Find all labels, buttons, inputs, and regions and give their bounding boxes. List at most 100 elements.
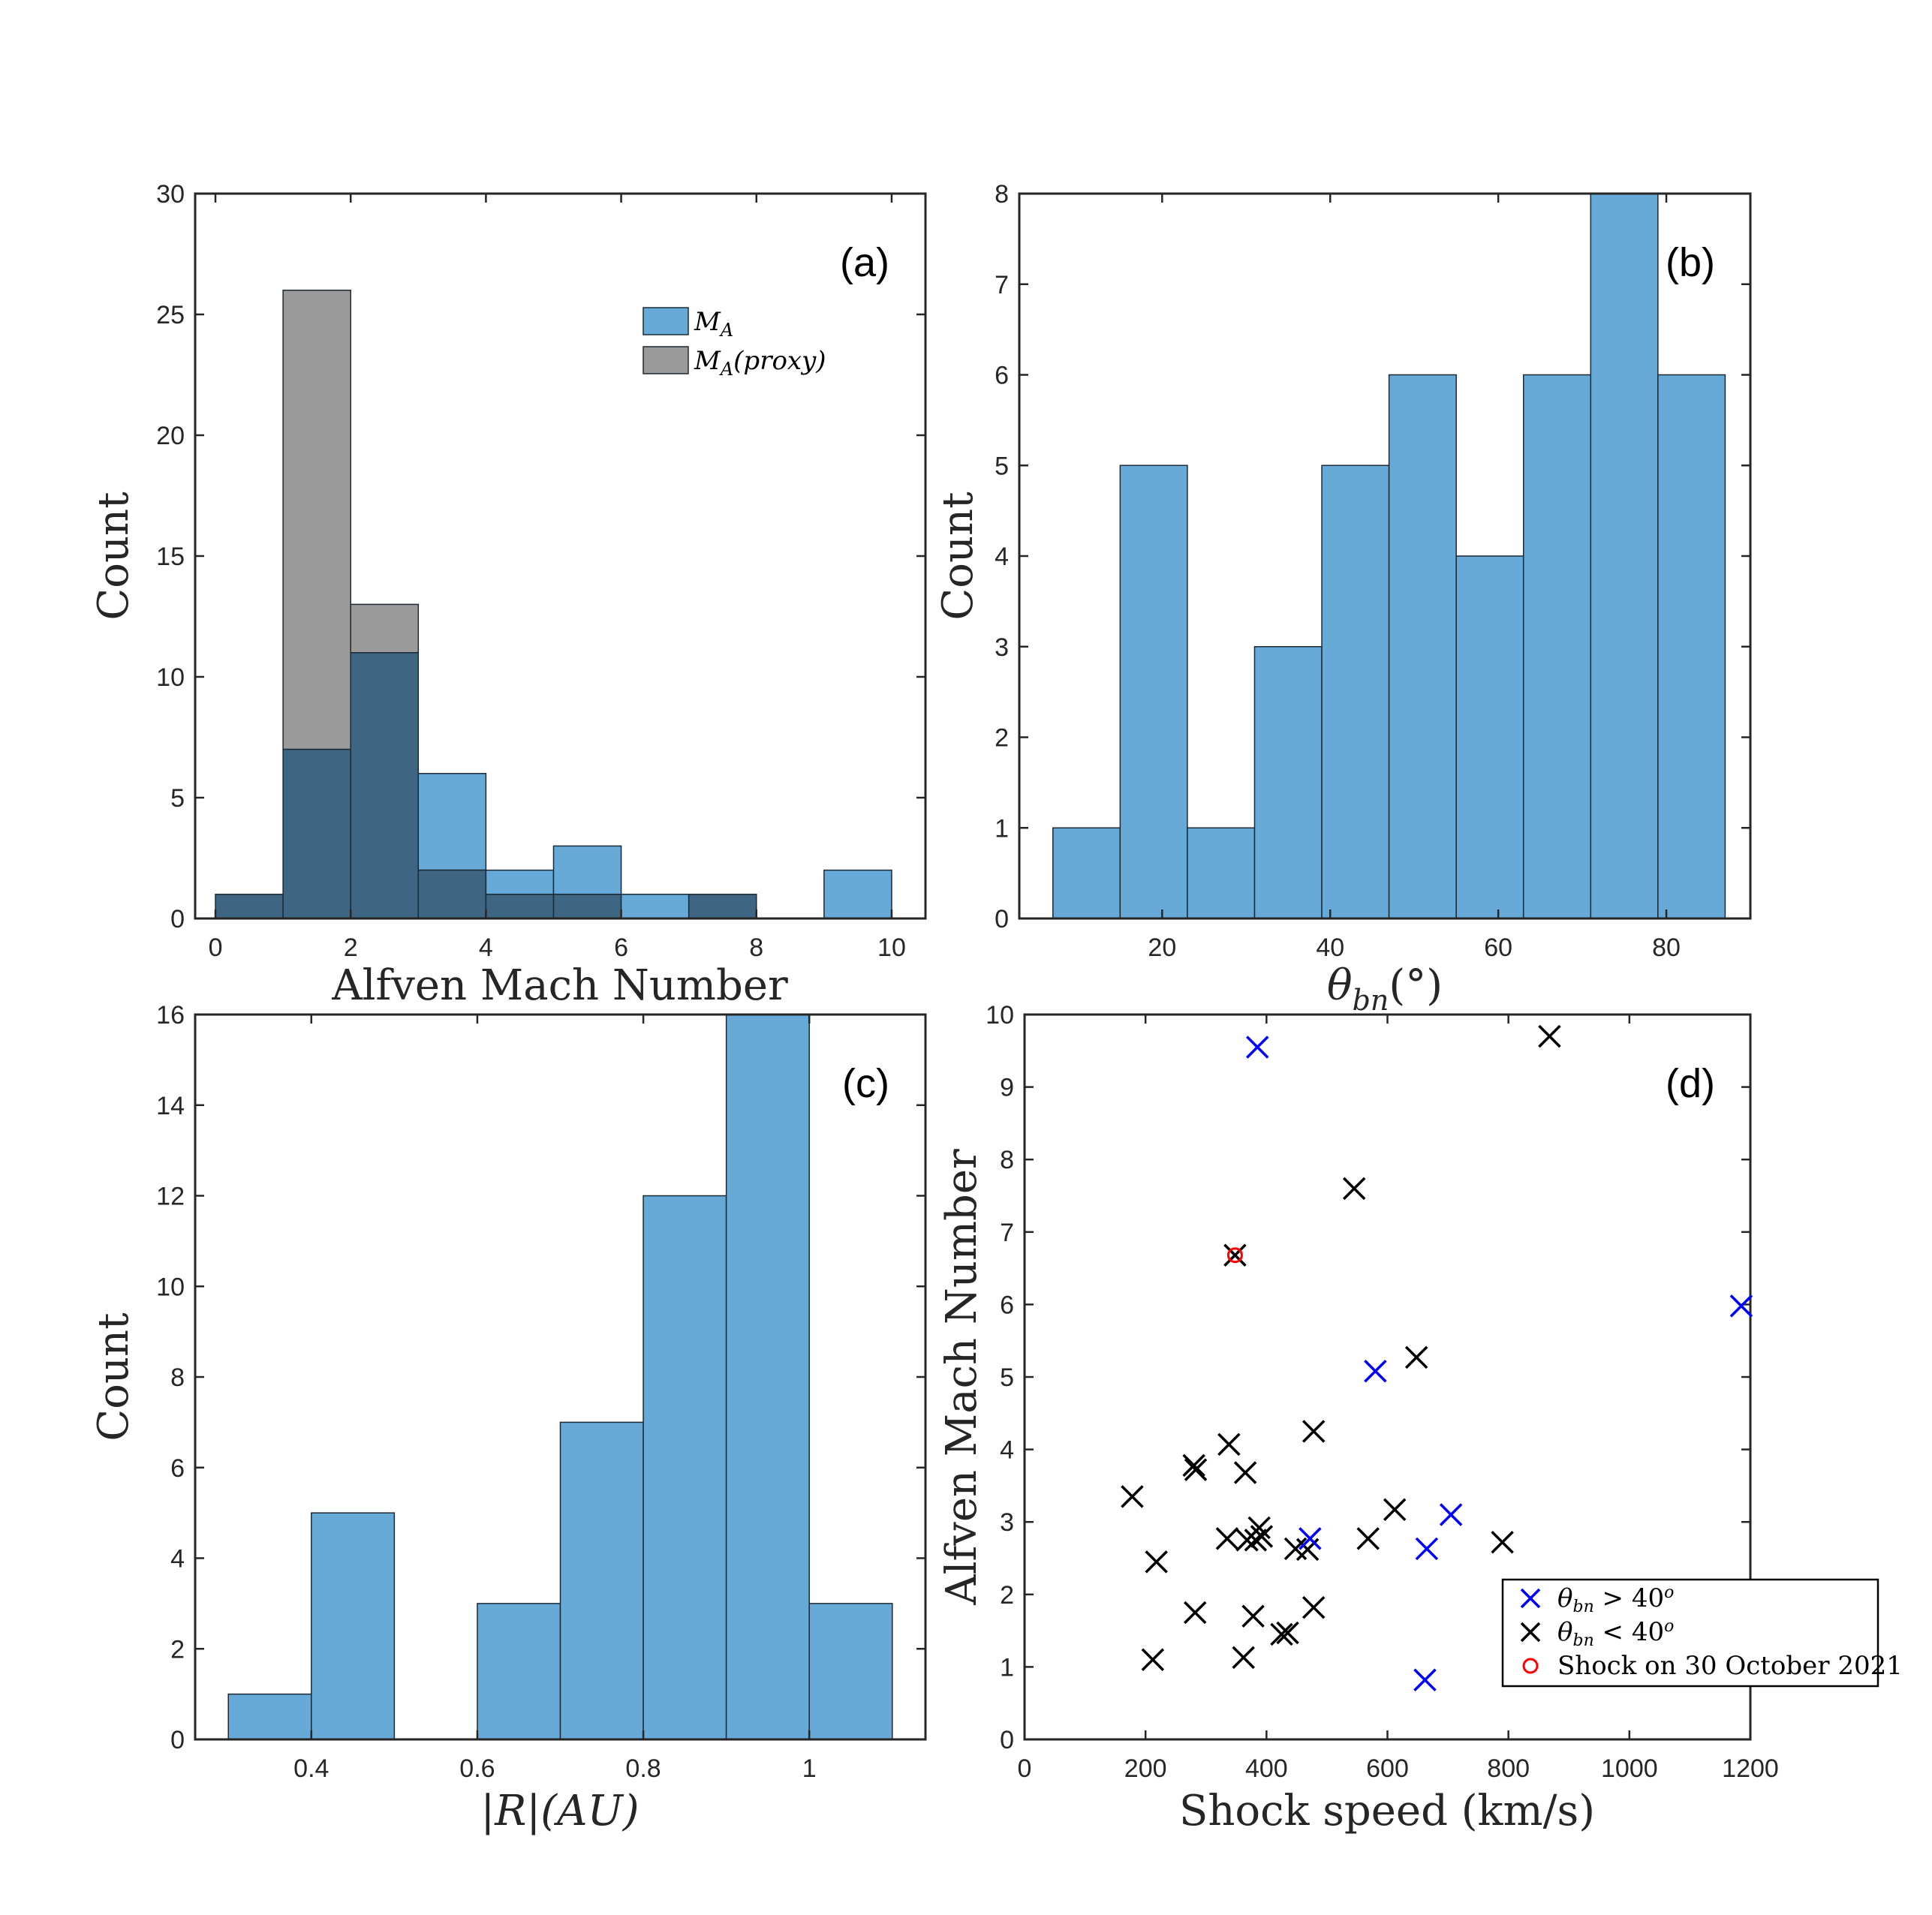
panel-a-bars <box>215 290 892 919</box>
y-tick-label: 3 <box>1000 1508 1014 1537</box>
y-tick-label: 9 <box>1000 1074 1014 1102</box>
x-tick-label: 1 <box>802 1754 817 1783</box>
y-tick-label: 4 <box>1000 1436 1014 1465</box>
panel-a-label: (a) <box>840 240 889 285</box>
panel-c-ylabel: Count <box>89 1312 138 1442</box>
panel-d-label: (d) <box>1666 1061 1715 1106</box>
y-tick-label: 0 <box>170 1726 185 1754</box>
x-tick-label: 2 <box>344 933 358 962</box>
scatter-point-black <box>1241 1604 1265 1628</box>
x-tick-label: 1200 <box>1722 1754 1779 1783</box>
scatter-point-black <box>1121 1485 1144 1508</box>
y-tick-label: 6 <box>1000 1291 1014 1319</box>
x-tick-label: 800 <box>1487 1754 1530 1783</box>
histogram-bar <box>282 290 351 750</box>
histogram-bar-overlap <box>350 652 420 919</box>
y-tick-label: 16 <box>156 1001 185 1030</box>
y-tick-label: 7 <box>995 271 1009 299</box>
scatter-point-black <box>1223 1243 1247 1267</box>
x-tick-label: 600 <box>1366 1754 1409 1783</box>
histogram-bar <box>552 845 622 895</box>
y-tick-label: 6 <box>170 1454 185 1483</box>
legend-label-theta-gt: θbn > 40o <box>1557 1583 1674 1616</box>
panel-a-legend: MA MA(proxy) <box>642 307 826 380</box>
scatter-point-black <box>1145 1550 1168 1574</box>
legend-marker-black-x <box>1520 1622 1541 1643</box>
scatter-point-black <box>1383 1498 1407 1522</box>
scatter-point-black <box>1182 1454 1205 1478</box>
panel-c-label: (c) <box>842 1061 889 1106</box>
scatter-point-black <box>1276 1621 1299 1645</box>
y-tick-label: 2 <box>995 724 1009 753</box>
histogram-bar-overlap <box>688 894 757 919</box>
y-tick-label: 0 <box>170 905 185 933</box>
panel-b-ylabel: Count <box>934 492 983 621</box>
y-tick-label: 4 <box>995 543 1009 571</box>
panel-d-scatter: 0 200 400 600 800 1000 1200 0 1 2 3 4 5 6 7 8 9 10 Shock … <box>937 1001 1903 1835</box>
histogram-bar <box>1321 464 1390 919</box>
histogram-bar <box>1590 193 1659 919</box>
y-tick-label: 30 <box>156 180 185 209</box>
x-tick-label: 1000 <box>1601 1754 1658 1783</box>
scatter-point-blue <box>1246 1036 1269 1059</box>
x-tick-label: 0.8 <box>625 1754 661 1783</box>
scatter-point-black <box>1250 1525 1274 1548</box>
x-tick-label: 6 <box>614 933 628 962</box>
histogram-bar <box>620 894 690 919</box>
legend-label-ma: MA <box>694 307 733 341</box>
scatter-point-black <box>1244 1529 1268 1552</box>
scatter-point-blue <box>1364 1360 1387 1383</box>
histogram-bar <box>227 1693 312 1740</box>
panel-a-xlabel: Alfven Mach Number <box>331 961 788 1010</box>
y-tick-label: 3 <box>995 633 1009 662</box>
legend-x-blue <box>1520 1588 1541 1609</box>
y-tick-label: 8 <box>995 180 1009 209</box>
panel-b-ticks: 20 40 60 80 0 1 2 3 4 5 6 7 8 <box>995 180 1750 962</box>
panel-b-bars <box>1052 193 1726 919</box>
y-tick-label: 10 <box>986 1001 1014 1030</box>
panel-b-xlabel: θbn(°) <box>1327 961 1443 1017</box>
panel-a-ticks: 0 2 4 6 8 10 0 5 10 15 20 25 30 <box>156 180 925 962</box>
scatter-point-blue <box>1415 1537 1439 1561</box>
y-tick-label: 12 <box>156 1183 185 1211</box>
y-tick-label: 10 <box>156 663 185 692</box>
y-tick-label: 1 <box>1000 1653 1014 1682</box>
panel-d-points <box>1121 1024 1753 1692</box>
x-tick-label: 0.6 <box>459 1754 495 1783</box>
histogram-bar <box>559 1421 644 1740</box>
histogram-bar <box>311 1512 396 1740</box>
y-tick-label: 14 <box>156 1092 185 1120</box>
x-tick-label: 400 <box>1245 1754 1288 1783</box>
scatter-point-black <box>1184 1601 1207 1625</box>
legend-x-black <box>1520 1622 1541 1643</box>
histogram-bar-overlap <box>282 748 351 919</box>
histogram-bar <box>1657 374 1726 919</box>
histogram-bar <box>1455 555 1524 919</box>
scatter-point-black <box>1235 1529 1259 1552</box>
legend-label-ma-proxy: MA(proxy) <box>694 346 826 380</box>
x-tick-label: 0 <box>1018 1754 1032 1783</box>
panel-a-histogram: 0 2 4 6 8 10 0 5 10 15 20 25 30 Alfven Mach Number C… <box>89 180 927 1010</box>
y-tick-label: 10 <box>156 1273 185 1301</box>
histogram-bar <box>725 1014 810 1740</box>
scatter-point-black <box>1232 1646 1255 1670</box>
x-tick-label: 0 <box>209 933 223 962</box>
histogram-bar <box>823 869 892 919</box>
scatter-point-black <box>1302 1595 1326 1619</box>
histogram-bar-overlap <box>485 894 555 919</box>
histogram-bar <box>477 1603 561 1740</box>
panel-d-ylabel: Alfven Mach Number <box>937 1149 986 1606</box>
panel-d-xlabel: Shock speed (km/s) <box>1179 1787 1595 1835</box>
y-tick-label: 4 <box>170 1545 185 1574</box>
y-tick-label: 5 <box>995 452 1009 480</box>
y-tick-label: 2 <box>170 1635 185 1664</box>
y-tick-label: 7 <box>1000 1219 1014 1247</box>
y-tick-label: 5 <box>170 784 185 813</box>
scatter-point-blue <box>1299 1527 1322 1550</box>
histogram-bar <box>1253 646 1323 919</box>
histogram-bar <box>1522 374 1592 919</box>
scatter-point-black <box>1404 1345 1428 1369</box>
panel-c-bars <box>227 1014 893 1740</box>
scatter-point-black <box>1491 1531 1514 1554</box>
